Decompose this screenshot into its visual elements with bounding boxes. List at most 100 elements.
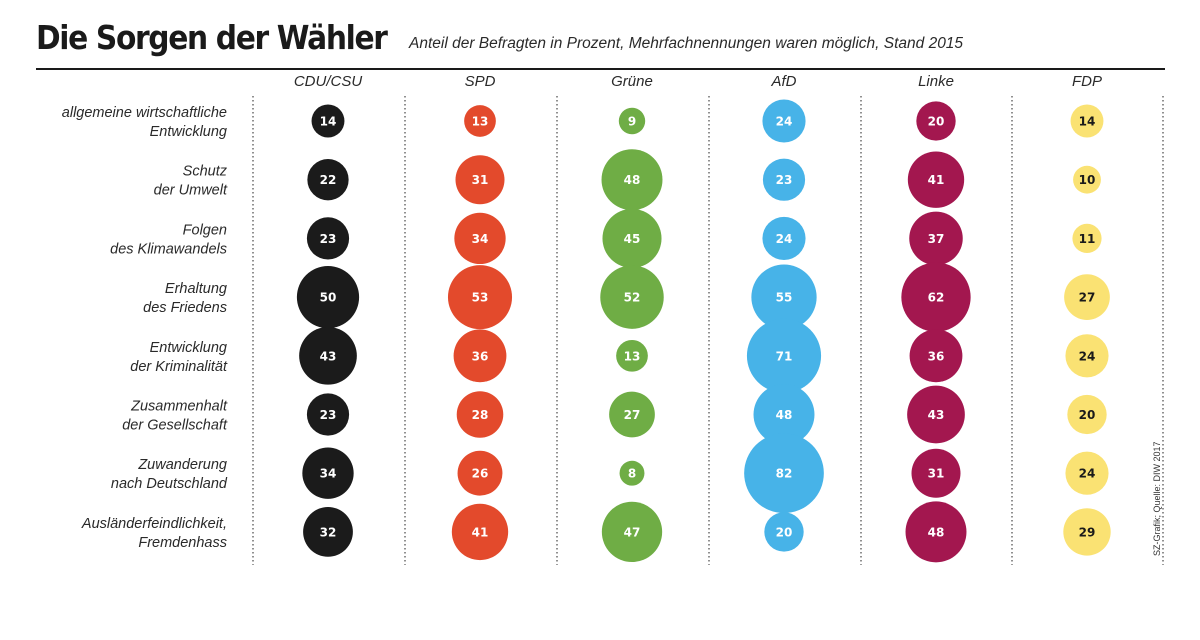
bubble-value: 48: [624, 173, 641, 187]
bubble-value: 50: [320, 291, 337, 305]
bubble-value: 22: [320, 173, 337, 187]
bubble-value: 23: [320, 408, 337, 422]
bubble-value: 28: [472, 408, 489, 422]
bubble-value: 34: [320, 467, 337, 481]
concern-label: nach Deutschland: [111, 476, 228, 492]
bubble-value: 47: [624, 525, 641, 539]
chart-header: Die Sorgen der Wähler Anteil der Befragt…: [36, 14, 1166, 64]
concern-label: allgemeine wirtschaftliche: [62, 105, 227, 121]
bubble: [746, 318, 822, 393]
bubble: [744, 433, 824, 514]
bubble: [311, 104, 345, 138]
bubble-value: 71: [776, 349, 793, 363]
bubble-value: 24: [776, 115, 793, 129]
bubble: [299, 326, 357, 385]
bubble-value: 62: [928, 291, 945, 305]
bubble-value: 55: [776, 291, 793, 305]
concern-label: Schutz: [183, 164, 228, 180]
bubble: [909, 211, 963, 266]
bubble: [1065, 334, 1109, 378]
bubble: [1070, 104, 1104, 138]
bubble: [901, 262, 971, 332]
bubble: [764, 512, 804, 552]
bubble-value: 32: [320, 525, 337, 539]
bubble-value: 36: [928, 349, 945, 363]
concern-label: des Klimawandels: [110, 241, 227, 257]
bubble: [619, 460, 645, 486]
bubble: [600, 265, 664, 329]
bubble-value: 14: [320, 115, 337, 129]
bubble: [464, 105, 496, 137]
bubble-value: 37: [928, 232, 945, 246]
bubble-value: 43: [928, 408, 945, 422]
bubble: [454, 212, 506, 265]
bubble: [753, 384, 815, 445]
bubble-value: 27: [1079, 291, 1096, 305]
party-header: SPD: [465, 73, 496, 90]
bubble-value: 20: [776, 525, 793, 539]
bubble: [916, 101, 956, 141]
concern-label: Entwicklung: [150, 124, 227, 140]
bubble: [455, 155, 505, 205]
bubble-value: 13: [472, 115, 489, 129]
bubble: [1073, 165, 1101, 194]
bubble-value: 24: [1079, 467, 1096, 481]
bubble: [601, 501, 663, 563]
bubble-value: 31: [472, 173, 489, 187]
bubble: [447, 265, 513, 330]
bubble-value: 23: [776, 173, 793, 187]
bubble: [909, 329, 963, 383]
bubble-value: 8: [628, 467, 636, 481]
bubble: [306, 217, 350, 260]
bubble-value: 24: [1079, 349, 1096, 363]
bubble: [907, 151, 965, 208]
bubble-value: 36: [472, 349, 489, 363]
bubble-value: 23: [320, 232, 337, 246]
concern-label: der Kriminalität: [130, 359, 228, 375]
bubble-value: 27: [624, 408, 641, 422]
bubble-value: 41: [928, 173, 945, 187]
bubble: [296, 265, 360, 329]
chart-title: Die Sorgen der Wähler: [36, 18, 388, 57]
bubble: [1063, 508, 1111, 556]
bubble: [1065, 451, 1109, 495]
bubble-value: 48: [928, 525, 945, 539]
bubble-value: 14: [1079, 115, 1096, 129]
bubble-value: 20: [1079, 408, 1096, 422]
concern-label: Folgen: [183, 222, 227, 238]
party-header: AfD: [770, 73, 796, 90]
bubble: [762, 158, 806, 201]
party-header: Linke: [918, 73, 954, 90]
concern-label: Zuwanderung: [137, 457, 227, 473]
concern-label: der Gesellschaft: [122, 418, 228, 434]
bubble: [302, 447, 354, 499]
bubble: [618, 107, 646, 135]
party-header: FDP: [1072, 73, 1102, 90]
bubble-value: 11: [1079, 232, 1096, 246]
party-header: CDU/CSU: [294, 73, 363, 90]
bubble: [905, 501, 967, 563]
header-rule: [36, 68, 1165, 70]
concern-label: Fremdenhass: [138, 535, 227, 551]
bubble-value: 41: [472, 525, 489, 539]
bubble: [451, 503, 509, 561]
bubble-value: 45: [624, 232, 641, 246]
bubble-value: 43: [320, 349, 337, 363]
bubble-value: 13: [624, 349, 641, 363]
concern-label: des Friedens: [143, 300, 227, 316]
bubble: [456, 391, 504, 438]
concern-label: der Umwelt: [154, 183, 228, 199]
bubble: [307, 159, 349, 201]
concern-label: Entwicklung: [150, 340, 227, 356]
bubble-value: 34: [472, 232, 489, 246]
bubble: [751, 264, 817, 330]
bubble: [601, 149, 663, 211]
bubble: [762, 99, 806, 143]
bubble-value: 29: [1079, 525, 1096, 539]
bubble: [609, 391, 655, 438]
concern-label: Zusammenhalt: [130, 399, 228, 415]
source-note: SZ-Grafik; Quelle: DIW 2017: [1152, 441, 1162, 556]
bubble: [1072, 223, 1102, 253]
bubble-value: 26: [472, 467, 489, 481]
bubble: [616, 339, 648, 372]
